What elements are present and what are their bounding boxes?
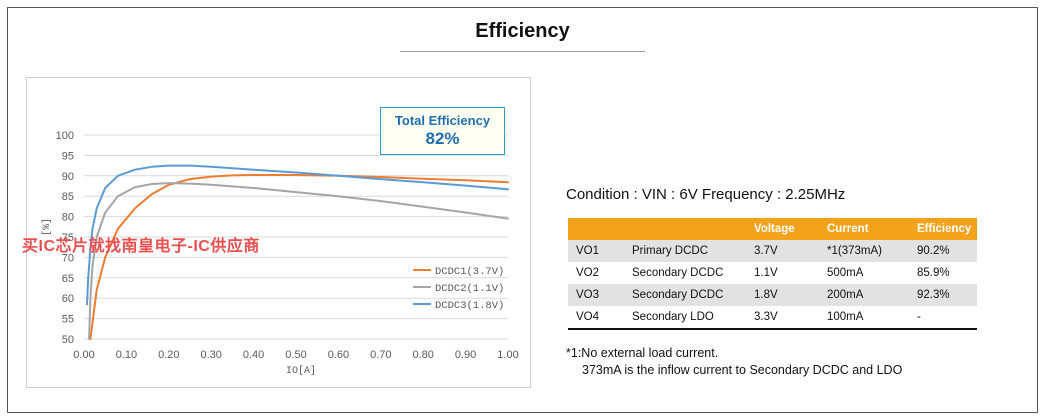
title-underline <box>400 51 645 52</box>
y-tick-label: 100 <box>56 130 74 142</box>
table-row: VO1 Primary DCDC 3.7V *1(373mA) 90.2% <box>568 240 977 262</box>
table-header-row: Voltage Current Efficiency <box>568 218 977 240</box>
x-tick-label: 0.40 <box>243 349 264 361</box>
legend-label: DCDC2(1.1V) <box>435 283 504 295</box>
y-tick-label: 70 <box>62 252 74 264</box>
y-tick-label: 55 <box>62 314 74 326</box>
table-cell: 3.3V <box>746 306 819 330</box>
total-efficiency-box: Total Efficiency 82% <box>380 107 505 155</box>
table-cell: Primary DCDC <box>624 240 746 262</box>
x-tick-label: 0.80 <box>412 349 433 361</box>
table-cell: VO4 <box>568 306 624 330</box>
y-tick-label: 75 <box>62 232 74 244</box>
table-header-cell <box>568 218 624 240</box>
total-efficiency-value: 82% <box>425 129 460 148</box>
efficiency-chart-svg: 50 55 60 65 70 75 80 85 90 95 100 0.00 0.10 0.20 0.30 0… <box>41 130 519 377</box>
x-tick-label: 0.50 <box>285 349 306 361</box>
x-tick-label: 0.20 <box>158 349 179 361</box>
table-cell: 85.9% <box>909 262 977 284</box>
x-tick-label: 1.00 <box>497 349 518 361</box>
footnote-line-1: *1:No external load current. <box>566 346 719 360</box>
x-tick-label: 0.10 <box>116 349 137 361</box>
table-cell: 100mA <box>819 306 909 330</box>
y-tick-label: 80 <box>62 212 74 224</box>
table-cell: *1(373mA) <box>819 240 909 262</box>
y-tick-label: 95 <box>62 150 74 162</box>
legend-label: DCDC3(1.8V) <box>435 300 504 312</box>
footnote-line-2: 373mA is the inflow current to Secondary… <box>582 363 903 377</box>
table-header-current: Current <box>819 218 909 240</box>
table-header-efficiency: Efficiency <box>909 218 977 240</box>
spec-table: Voltage Current Efficiency VO1 Primary D… <box>568 218 977 330</box>
x-axis-label: IO[A] <box>286 365 316 377</box>
table-cell: Secondary LDO <box>624 306 746 330</box>
y-tick-label: 65 <box>62 273 74 285</box>
page-title: Efficiency <box>475 20 570 42</box>
table-cell: VO2 <box>568 262 624 284</box>
x-tick-label: 0.90 <box>455 349 476 361</box>
table-cell: 1.1V <box>746 262 819 284</box>
y-tick-label: 60 <box>62 293 74 305</box>
table-cell: VO3 <box>568 284 624 306</box>
y-tick-label: 90 <box>62 171 74 183</box>
table-cell: 1.8V <box>746 284 819 306</box>
table-cell: 92.3% <box>909 284 977 306</box>
table-row: VO3 Secondary DCDC 1.8V 200mA 92.3% <box>568 284 977 306</box>
table-cell: VO1 <box>568 240 624 262</box>
x-tick-label: 0.30 <box>200 349 221 361</box>
table-header-voltage: Voltage <box>746 218 819 240</box>
series-line-dcdc2-1-1v- <box>88 182 509 340</box>
series-line-dcdc3-1-8v- <box>86 164 509 306</box>
table-cell: 90.2% <box>909 240 977 262</box>
table-header-cell <box>624 218 746 240</box>
condition-text: Condition : VIN : 6V Frequency : 2.25MHz <box>566 186 846 203</box>
table-cell: Secondary DCDC <box>624 262 746 284</box>
table-cell: 200mA <box>819 284 909 306</box>
table-row: VO4 Secondary LDO 3.3V 100mA - <box>568 306 977 330</box>
table-cell: Secondary DCDC <box>624 284 746 306</box>
y-axis-label: [%] <box>41 218 53 236</box>
y-tick-label: 50 <box>62 334 74 346</box>
efficiency-chart: 50 55 60 65 70 75 80 85 90 95 100 0.00 0.10 0.20 0.30 0… <box>26 77 531 388</box>
series-line-dcdc1-3-7v- <box>89 174 509 340</box>
x-tick-label: 0.60 <box>328 349 349 361</box>
legend-label: DCDC1(3.7V) <box>435 266 504 278</box>
total-efficiency-label: Total Efficiency <box>394 113 491 128</box>
x-tick-label: 0.70 <box>370 349 391 361</box>
table-cell: 3.7V <box>746 240 819 262</box>
table-cell: 500mA <box>819 262 909 284</box>
watermark-text: 买IC芯片就找南皇电子-IC供应商 <box>22 238 260 255</box>
table-cell: - <box>909 306 977 330</box>
table-row: VO2 Secondary DCDC 1.1V 500mA 85.9% <box>568 262 977 284</box>
x-tick-label: 0.00 <box>73 349 94 361</box>
y-tick-label: 85 <box>62 191 74 203</box>
slide-frame <box>7 7 1038 413</box>
